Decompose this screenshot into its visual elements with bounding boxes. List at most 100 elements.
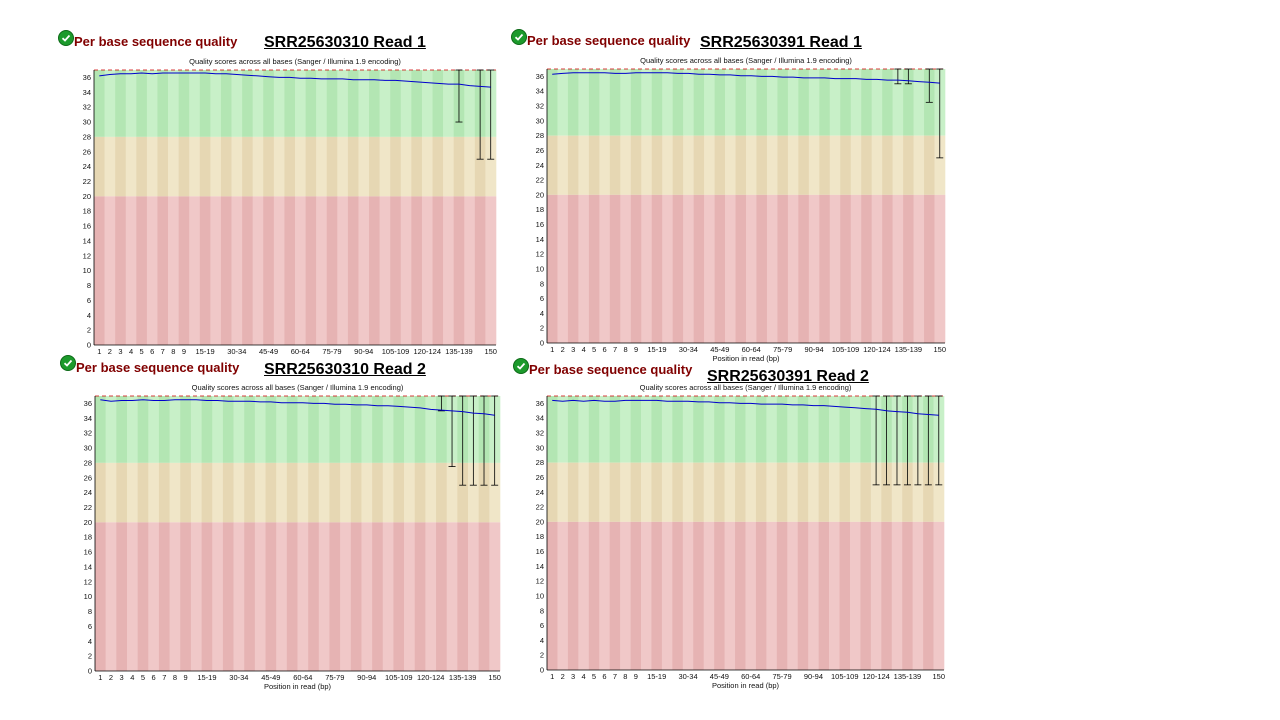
zone-warn-cell: [870, 462, 882, 522]
quality-chart: Quality scores across all bases (Sanger …: [536, 383, 946, 690]
zone-warn-cell: [745, 462, 757, 522]
zone-warn-cell: [446, 462, 458, 523]
zone-warn-cell: [148, 462, 160, 523]
whisker: [448, 395, 456, 468]
y-tick-label: 30: [536, 443, 544, 452]
zone-bad-cell: [457, 522, 469, 671]
zone-warn-cell: [337, 136, 349, 197]
x-tick-label: 45-49: [259, 347, 278, 356]
zone-good-cell: [116, 396, 128, 463]
zone-warn-cell: [436, 462, 448, 523]
y-tick-label: 36: [84, 399, 92, 408]
zone-bad-cell: [724, 521, 736, 670]
zone-warn-cell: [265, 462, 277, 523]
zone-good-cell: [672, 69, 684, 136]
zone-good-cell: [158, 396, 170, 463]
zone-bad-cell: [297, 522, 309, 671]
zone-warn-cell: [340, 462, 352, 523]
zone-warn-cell: [567, 462, 579, 522]
zone-warn-cell: [599, 135, 611, 195]
zone-good-cell: [756, 69, 768, 136]
x-tick-label: 6: [602, 672, 606, 681]
y-tick-label: 16: [536, 547, 544, 556]
zone-bad-cell: [276, 522, 288, 671]
whisker: [872, 395, 880, 486]
zone-warn-cell: [776, 462, 788, 522]
zone-bad-cell: [308, 522, 320, 671]
y-tick-label: 34: [83, 88, 91, 97]
zone-good-cell: [735, 396, 746, 463]
mean-quality-line: [100, 399, 495, 416]
zone-warn-cell: [474, 136, 486, 197]
x-tick-label: 30-34: [679, 345, 698, 354]
zone-good-cell: [244, 396, 256, 463]
zone-good-cell: [443, 70, 454, 137]
zone-bad-cell: [337, 196, 349, 345]
whisker: [925, 68, 933, 103]
zone-bad-cell: [201, 522, 213, 671]
zone-warn-cell: [369, 136, 380, 197]
zone-warn-cell: [316, 136, 328, 197]
zone-warn-cell: [295, 136, 306, 197]
zone-warn-cell: [557, 462, 569, 522]
zone-bad-cell: [903, 194, 914, 343]
zone-warn-cell: [326, 136, 338, 197]
zone-bad-cell: [286, 522, 298, 671]
zone-good-cell: [588, 69, 600, 136]
zone-warn-cell: [882, 135, 893, 195]
y-tick-label: 20: [536, 190, 544, 199]
zone-good-cell: [404, 396, 416, 463]
zone-bad-cell: [693, 194, 705, 343]
zone-warn-cell: [683, 135, 694, 195]
zone-warn-cell: [212, 462, 224, 523]
zone-good-cell: [787, 69, 799, 136]
y-tick-label: 34: [536, 414, 544, 423]
y-tick-label: 32: [536, 102, 544, 111]
check-circle-icon: [58, 30, 74, 46]
zone-good-cell: [369, 70, 380, 137]
zone-bad-cell: [125, 196, 137, 345]
zone-good-cell: [411, 70, 423, 137]
y-tick-label: 8: [88, 607, 92, 616]
x-tick-label: 9: [634, 672, 638, 681]
zone-bad-cell: [891, 521, 903, 670]
x-tick-label: 7: [162, 673, 166, 682]
zone-good-cell: [745, 396, 757, 463]
zone-bad-cell: [436, 522, 448, 671]
sample-title: SRR25630391 Read 2: [707, 368, 869, 385]
zone-bad-cell: [725, 194, 736, 343]
zone-bad-cell: [126, 522, 138, 671]
zone-good-cell: [840, 69, 852, 136]
zone-bad-cell: [210, 196, 222, 345]
whisker: [459, 395, 467, 486]
x-tick-label: 1: [550, 345, 554, 354]
zone-bad-cell: [672, 194, 684, 343]
y-tick-label: 16: [83, 222, 91, 231]
zone-good-cell: [94, 70, 105, 137]
zone-warn-cell: [169, 462, 181, 523]
zone-bad-cell: [316, 196, 328, 345]
zone-good-cell: [766, 69, 778, 136]
zone-good-cell: [797, 396, 809, 463]
zone-warn-cell: [421, 136, 433, 197]
whisker: [893, 395, 901, 486]
zone-warn-cell: [672, 135, 684, 195]
zone-warn-cell: [158, 462, 170, 523]
zone-warn-cell: [478, 462, 490, 523]
y-tick-label: 36: [536, 72, 544, 81]
zone-good-cell: [326, 70, 338, 137]
zone-warn-cell: [871, 135, 883, 195]
zone-bad-cell: [168, 196, 179, 345]
zone-good-cell: [683, 69, 694, 136]
x-tick-label: 135-139: [445, 347, 473, 356]
zone-warn-cell: [244, 462, 256, 523]
zone-bad-cell: [489, 522, 501, 671]
x-tick-label: 7: [161, 347, 165, 356]
zone-good-cell: [148, 396, 160, 463]
zone-good-cell: [233, 396, 245, 463]
x-tick-label: 2: [108, 347, 112, 356]
zone-warn-cell: [425, 462, 437, 523]
zone-bad-cell: [148, 522, 160, 671]
x-tick-label: 150: [933, 672, 946, 681]
zone-warn-cell: [347, 136, 359, 197]
